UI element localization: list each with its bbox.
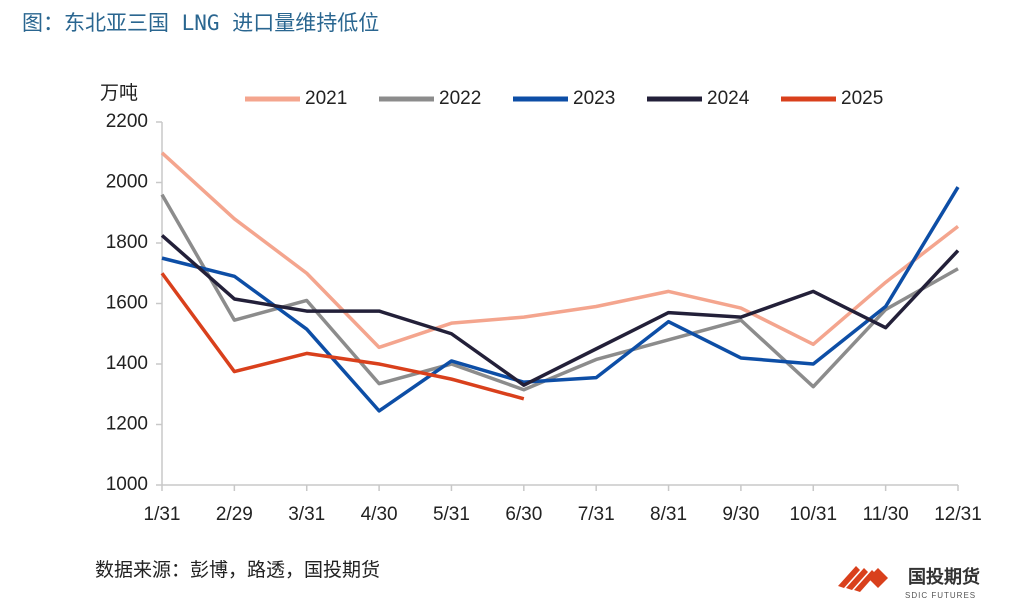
- y-tick-label: 1200: [106, 414, 148, 435]
- y-tick-label: 1400: [106, 353, 148, 374]
- x-tick-label: 1/31: [144, 504, 181, 525]
- series-line: [161, 186, 960, 413]
- x-tick-label: 9/30: [722, 504, 759, 525]
- series-line: [160, 272, 525, 401]
- y-tick-label: 1600: [106, 293, 148, 314]
- legend-label: 2025: [841, 88, 883, 109]
- y-tick-label: 1800: [106, 232, 148, 253]
- logo-icon: [838, 566, 888, 592]
- series-line: [160, 151, 960, 350]
- legend-label: 2022: [439, 88, 481, 109]
- series-line: [160, 193, 959, 392]
- chart-title: 图：东北亚三国 LNG 进口量维持低位: [22, 11, 379, 35]
- series-line: [160, 234, 960, 387]
- x-tick-label: 6/30: [505, 504, 542, 525]
- logo-name: 国投期货: [908, 566, 980, 587]
- x-tick-label: 3/31: [288, 504, 325, 525]
- y-axis-label: 万吨: [100, 82, 138, 104]
- legend-label: 2023: [573, 88, 615, 109]
- x-tick-label: 4/30: [361, 504, 398, 525]
- legend-label: 2021: [305, 88, 347, 109]
- logo-subtitle: SDIC FUTURES: [905, 591, 976, 600]
- y-tick-label: 2200: [106, 111, 148, 132]
- x-tick-label: 12/31: [934, 504, 982, 525]
- x-tick-label: 2/29: [216, 504, 253, 525]
- legend-label: 2024: [707, 88, 750, 109]
- x-tick-label: 7/31: [578, 504, 615, 525]
- y-tick-label: 2000: [106, 172, 148, 193]
- x-tick-label: 8/31: [650, 504, 687, 525]
- source-note: 数据来源：彭博，路透，国投期货: [95, 559, 380, 581]
- x-tick-label: 5/31: [433, 504, 470, 525]
- x-tick-label: 10/31: [789, 504, 837, 525]
- x-tick-label: 11/30: [863, 504, 909, 525]
- y-tick-label: 1000: [106, 474, 148, 495]
